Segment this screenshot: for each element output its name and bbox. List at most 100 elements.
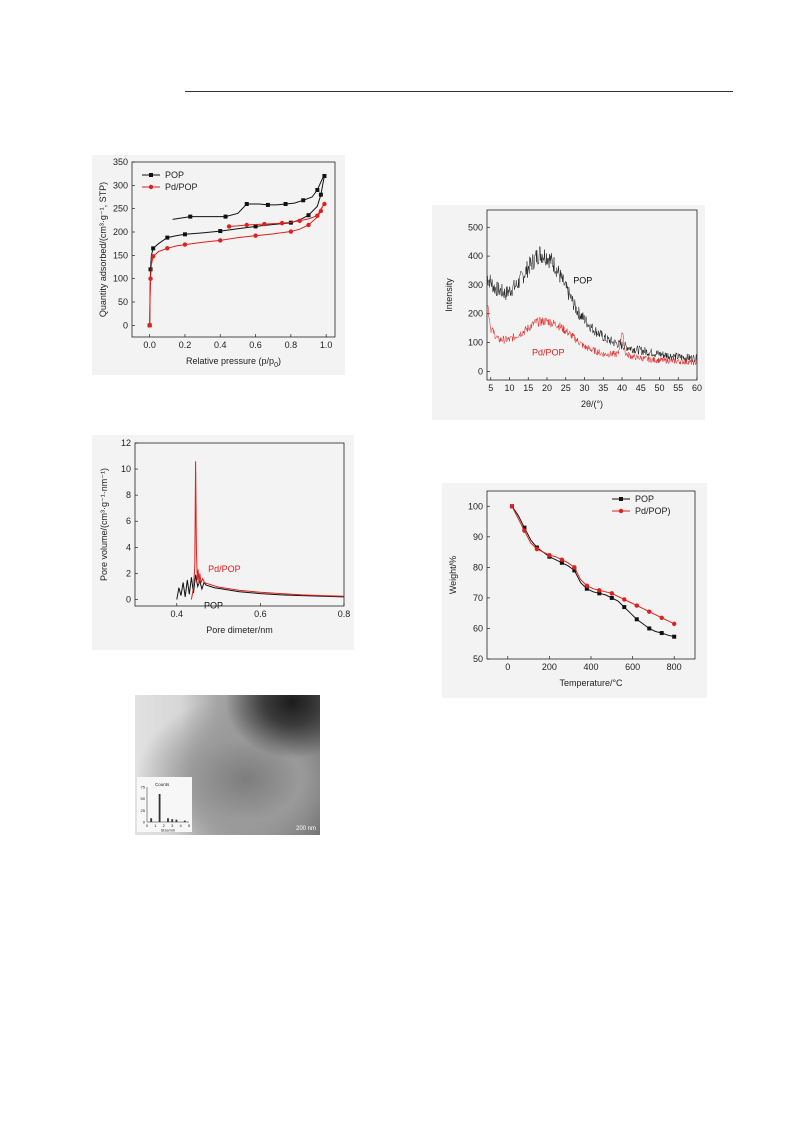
data-point <box>253 233 258 238</box>
data-point <box>150 254 156 259</box>
annotation-pdpop: Pd/POP <box>208 564 241 574</box>
x-tick-label: 200 <box>542 662 557 672</box>
hist-x-tick-label: 3 <box>171 823 174 828</box>
y-tick-label: 350 <box>113 157 128 167</box>
data-point <box>534 546 540 552</box>
x-axis-label: Relative pressure (p/p0) <box>186 356 281 369</box>
series-line-pop <box>176 574 345 600</box>
data-point <box>597 591 602 596</box>
data-point <box>559 560 564 565</box>
data-point <box>315 213 320 218</box>
x-axis-label: Pore dimeter/nm <box>206 625 273 635</box>
x-tick-label: 0 <box>505 662 510 672</box>
y-tick-label: 10 <box>121 464 131 474</box>
hist-x-label: Size/nm <box>161 828 176 833</box>
y-tick-label: 90 <box>473 532 483 542</box>
legend-label: Pd/POP) <box>635 506 671 516</box>
x-tick-label: 400 <box>583 662 598 672</box>
x-tick-label: 50 <box>654 383 664 393</box>
xrd-chart: 5 10 15 20 25 30 35 40 45 50 55 60 0 100 200 300 400 500 2… <box>444 209 702 409</box>
y-tick-label: 100 <box>113 274 128 284</box>
legend-marker <box>619 497 623 501</box>
scale-bar-label: 200 nm <box>295 826 316 832</box>
x-tick-label: 15 <box>523 383 533 393</box>
y-axis-label: Pore volume/(cm³·g⁻¹·nm⁻¹) <box>99 468 109 581</box>
data-point <box>226 224 232 229</box>
x-tick-label: 35 <box>598 383 608 393</box>
data-point <box>223 214 228 219</box>
plot-frame <box>131 161 336 338</box>
data-point <box>322 201 327 207</box>
header-rule <box>185 91 733 92</box>
y-tick-label: 200 <box>468 309 483 319</box>
y-tick-label: 0 <box>126 594 131 604</box>
tga-chart: 0 200 400 600 800 50 60 70 80 90 100 Temperature/°C… <box>448 490 696 688</box>
hist-x-tick-label: 1 <box>154 823 157 828</box>
hist-bar <box>167 818 169 822</box>
y-tick-label: 6 <box>126 516 131 526</box>
data-point <box>609 595 614 600</box>
series-label-pop: POP <box>573 275 592 285</box>
data-point <box>647 626 652 631</box>
x-tick-label: 0.2 <box>179 340 192 350</box>
hist-bar <box>158 794 161 822</box>
series-line-pdpop <box>190 461 345 600</box>
hist-y-tick-label: 50 <box>141 796 146 801</box>
x-tick-label: 0.8 <box>285 340 298 350</box>
y-tick-label: 100 <box>468 501 483 511</box>
data-point <box>182 242 188 247</box>
data-point <box>647 609 652 614</box>
x-tick-label: 20 <box>542 383 552 393</box>
data-point <box>318 208 324 214</box>
x-tick-label: 0.4 <box>171 609 184 619</box>
y-tick-label: 50 <box>118 297 128 307</box>
x-tick-label: 10 <box>504 383 514 393</box>
y-tick-label: 2 <box>126 568 131 578</box>
data-point <box>218 229 223 234</box>
data-point <box>584 586 589 591</box>
histogram-inset: 0 25 50 75 0 1 2 3 4 5 Counts Size/nm <box>137 777 192 833</box>
x-tick-label: 1.0 <box>320 340 333 350</box>
hist-x-tick-label: 2 <box>163 823 166 828</box>
x-tick-label: 5 <box>488 383 493 393</box>
data-point <box>165 246 170 251</box>
pore-size-chart: 0.4 0.6 0.8 0 2 4 6 8 10 12 Pore dimeter/nm Pore vo… <box>99 438 350 635</box>
plot-frame <box>134 442 345 607</box>
y-axis-label: Quantity adsorbed/(cm³·g⁻¹, STP) <box>98 182 108 317</box>
y-tick-label: 12 <box>121 438 131 448</box>
y-tick-label: 80 <box>473 562 483 572</box>
data-point <box>262 221 267 227</box>
hist-bar <box>175 819 178 822</box>
legend-label: POP <box>165 170 184 180</box>
isotherm-chart: 0.0 0.2 0.4 0.6 0.8 1.0 0 50 100 150 200 250 300 350 R… <box>98 157 336 369</box>
data-point <box>283 202 288 206</box>
x-tick-label: 0.4 <box>214 340 227 350</box>
data-point <box>318 192 323 197</box>
data-point <box>522 528 527 533</box>
data-point <box>253 224 258 229</box>
data-point <box>244 202 249 206</box>
hist-y-tick-label: 0 <box>143 820 146 825</box>
data-point <box>148 267 153 272</box>
data-point <box>572 568 577 573</box>
legend-label: Pd/POP <box>165 182 198 192</box>
x-tick-label: 40 <box>617 383 627 393</box>
y-tick-label: 70 <box>473 593 483 603</box>
data-point <box>188 214 193 219</box>
data-point <box>622 605 627 610</box>
x-tick-label: 25 <box>561 383 571 393</box>
y-tick-label: 500 <box>468 222 483 232</box>
series-line-pop <box>149 175 325 326</box>
hist-bar <box>171 819 174 822</box>
data-point <box>584 583 590 588</box>
data-point <box>306 222 311 228</box>
y-tick-label: 400 <box>468 251 483 261</box>
data-point <box>279 220 285 226</box>
y-tick-label: 300 <box>113 180 128 190</box>
data-point <box>315 188 320 192</box>
y-tick-label: 50 <box>473 654 483 664</box>
tem-image: 0 25 50 75 0 1 2 3 4 5 Counts Size/nm 200 nm <box>135 695 320 835</box>
x-tick-label: 600 <box>625 662 640 672</box>
hist-title: Counts <box>155 782 170 787</box>
